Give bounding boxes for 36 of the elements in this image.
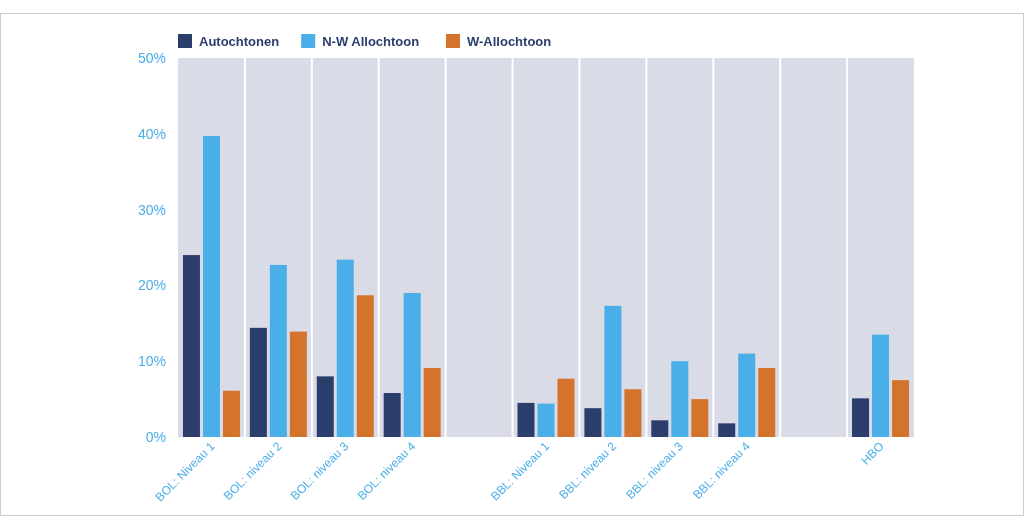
bar <box>718 423 736 437</box>
bar <box>758 368 776 437</box>
bar <box>557 378 575 437</box>
y-tick-label: 40% <box>137 125 166 142</box>
y-tick-label: 50% <box>137 50 166 66</box>
bar <box>423 368 441 437</box>
bar <box>517 402 535 437</box>
bar <box>289 331 307 437</box>
bar <box>202 136 220 437</box>
legend-label: Autochtonen <box>199 34 280 49</box>
bar <box>222 390 240 437</box>
bar <box>691 399 709 437</box>
bar <box>671 361 689 437</box>
bar <box>872 334 890 437</box>
bar <box>537 403 555 437</box>
bar <box>624 389 642 437</box>
bar <box>383 393 401 437</box>
bar <box>892 380 910 437</box>
y-tick-label: 20% <box>137 277 166 294</box>
bar <box>316 376 334 437</box>
bar <box>651 420 669 437</box>
bar <box>336 259 354 437</box>
bar <box>738 353 756 437</box>
y-tick-label: 30% <box>137 201 166 218</box>
y-tick-label: 10% <box>137 353 166 370</box>
bar <box>604 305 622 437</box>
bar <box>269 264 287 437</box>
y-tick-label: 0% <box>145 429 166 445</box>
bar <box>852 398 870 437</box>
bar <box>182 255 200 437</box>
bar <box>249 327 267 437</box>
bar <box>584 408 602 437</box>
bar <box>356 295 374 437</box>
legend-label: N-W Allochtoon <box>322 34 420 49</box>
legend-label: W-Allochtoon <box>467 34 552 49</box>
bar <box>403 292 421 437</box>
